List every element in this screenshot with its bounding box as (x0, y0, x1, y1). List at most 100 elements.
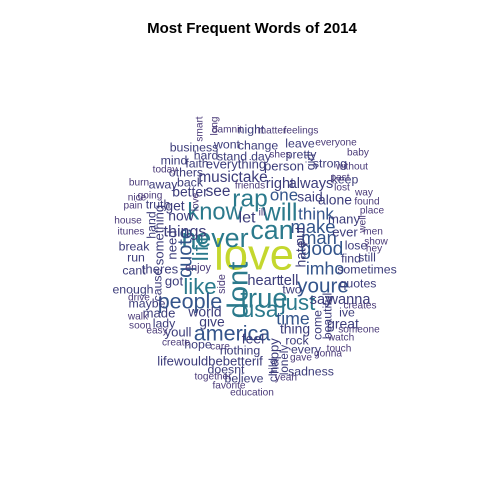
word-itunes: itunes (118, 227, 145, 238)
word-enough: enough (112, 282, 153, 296)
word-always: always (289, 176, 334, 192)
word-show: show (364, 237, 388, 248)
word-enjoy: enjoy (185, 262, 211, 274)
word-things: things (164, 222, 207, 240)
word-every: every (291, 342, 322, 356)
word-long: long (210, 116, 221, 135)
word-know: know (187, 199, 243, 225)
word-lifewouldbebetterif: lifewouldbebetterif (157, 353, 263, 368)
word-touch: touch (327, 344, 352, 355)
word-time: time (276, 309, 310, 329)
word-rock: rock (285, 333, 309, 347)
word-never: never (181, 223, 248, 253)
word-still: still (358, 250, 376, 264)
word-youll: youll (165, 324, 192, 339)
word-everything: everything (206, 156, 266, 171)
word-find: find (341, 251, 361, 265)
word-together: together (194, 372, 232, 383)
word-one: one (270, 185, 298, 204)
word-world: world (187, 304, 221, 320)
word-love: love (191, 192, 202, 211)
word-doesnt: doesnt (208, 362, 246, 376)
word-hey: hey (366, 244, 383, 255)
word-drive: drive (128, 293, 150, 304)
word-others: others (169, 165, 203, 179)
word-theres: theres (142, 261, 179, 276)
word-shes: shes (269, 150, 290, 161)
word-matter: matter (258, 126, 287, 137)
word-made: made (143, 305, 176, 320)
word-lost: lost (334, 183, 350, 194)
word-education: education (230, 388, 274, 399)
word-faith: faith (185, 156, 208, 170)
word-friends: friends (235, 181, 265, 192)
word-person: person (264, 158, 304, 173)
word-feel: feel (242, 331, 264, 347)
word-life: life (188, 233, 213, 261)
word-place: place (360, 206, 385, 217)
word-just: just (280, 290, 316, 315)
word-love: love (214, 231, 294, 279)
chart-title: Most Frequent Words of 2014 (147, 20, 357, 37)
word-going: going (138, 191, 163, 202)
word-yeah: yeah (275, 373, 297, 384)
word-away: away (149, 177, 179, 191)
word-pretty: pretty (286, 147, 318, 161)
word-true: true (240, 282, 287, 313)
word-gonna: gonna (314, 349, 342, 360)
word-side: side (216, 274, 228, 294)
word-keep: keep (332, 172, 359, 186)
word-give: give (199, 314, 225, 330)
word-night: night (238, 122, 265, 136)
word-hard: hard (194, 148, 219, 162)
word-ive: ive (339, 305, 355, 319)
word-quotes: quotes (340, 276, 377, 290)
word-sadness: sadness (288, 364, 334, 378)
word-will: will (261, 199, 297, 227)
word-easy: easy (146, 326, 168, 337)
word-america: america (194, 322, 271, 346)
word-usa: usa (241, 296, 278, 322)
word-get: get (165, 198, 184, 214)
word-right: right (266, 176, 294, 192)
word-good: good (301, 239, 344, 260)
word-many: many (328, 211, 360, 226)
word-mind: mind (161, 153, 188, 167)
word-girl: girl (303, 154, 317, 170)
word-better: better (172, 184, 208, 200)
word-hate: hate (293, 240, 309, 267)
word-think: think (298, 204, 334, 223)
word-today: today (153, 165, 179, 176)
word-rap: rap (232, 185, 267, 212)
word-way: way (354, 188, 374, 199)
word-wanna: wanna (326, 292, 371, 308)
word-something: something (151, 205, 166, 265)
word-everyone: everyone (315, 138, 357, 149)
word-burn: burn (129, 178, 149, 189)
word-man: man (301, 227, 337, 248)
word-now: now (168, 208, 194, 224)
word-happy: happy (266, 338, 281, 374)
word-said: said (297, 189, 322, 205)
word-believe: believe (225, 371, 264, 385)
word-sometimes: sometimes (337, 262, 396, 276)
word-leave: leave (285, 136, 315, 150)
word-feelings: feelings (284, 126, 319, 137)
word-dont: dont (223, 262, 255, 319)
word-hope: hope (184, 337, 212, 351)
word-thing: thing (280, 321, 310, 337)
word-care: care (210, 342, 230, 353)
word-walk: walk (127, 312, 149, 323)
word-past: past (330, 173, 349, 184)
word-house: house (114, 216, 142, 227)
word-put: put (292, 226, 308, 245)
word-cant: cant (122, 263, 146, 277)
word-lose: lose (345, 238, 368, 252)
word-wont: wont (213, 137, 241, 151)
word-need: need (164, 230, 179, 259)
word-nothing: nothing (220, 343, 261, 357)
word-create: create (162, 338, 190, 349)
word-ever: ever (332, 224, 358, 239)
word-smart: smart (195, 116, 206, 141)
